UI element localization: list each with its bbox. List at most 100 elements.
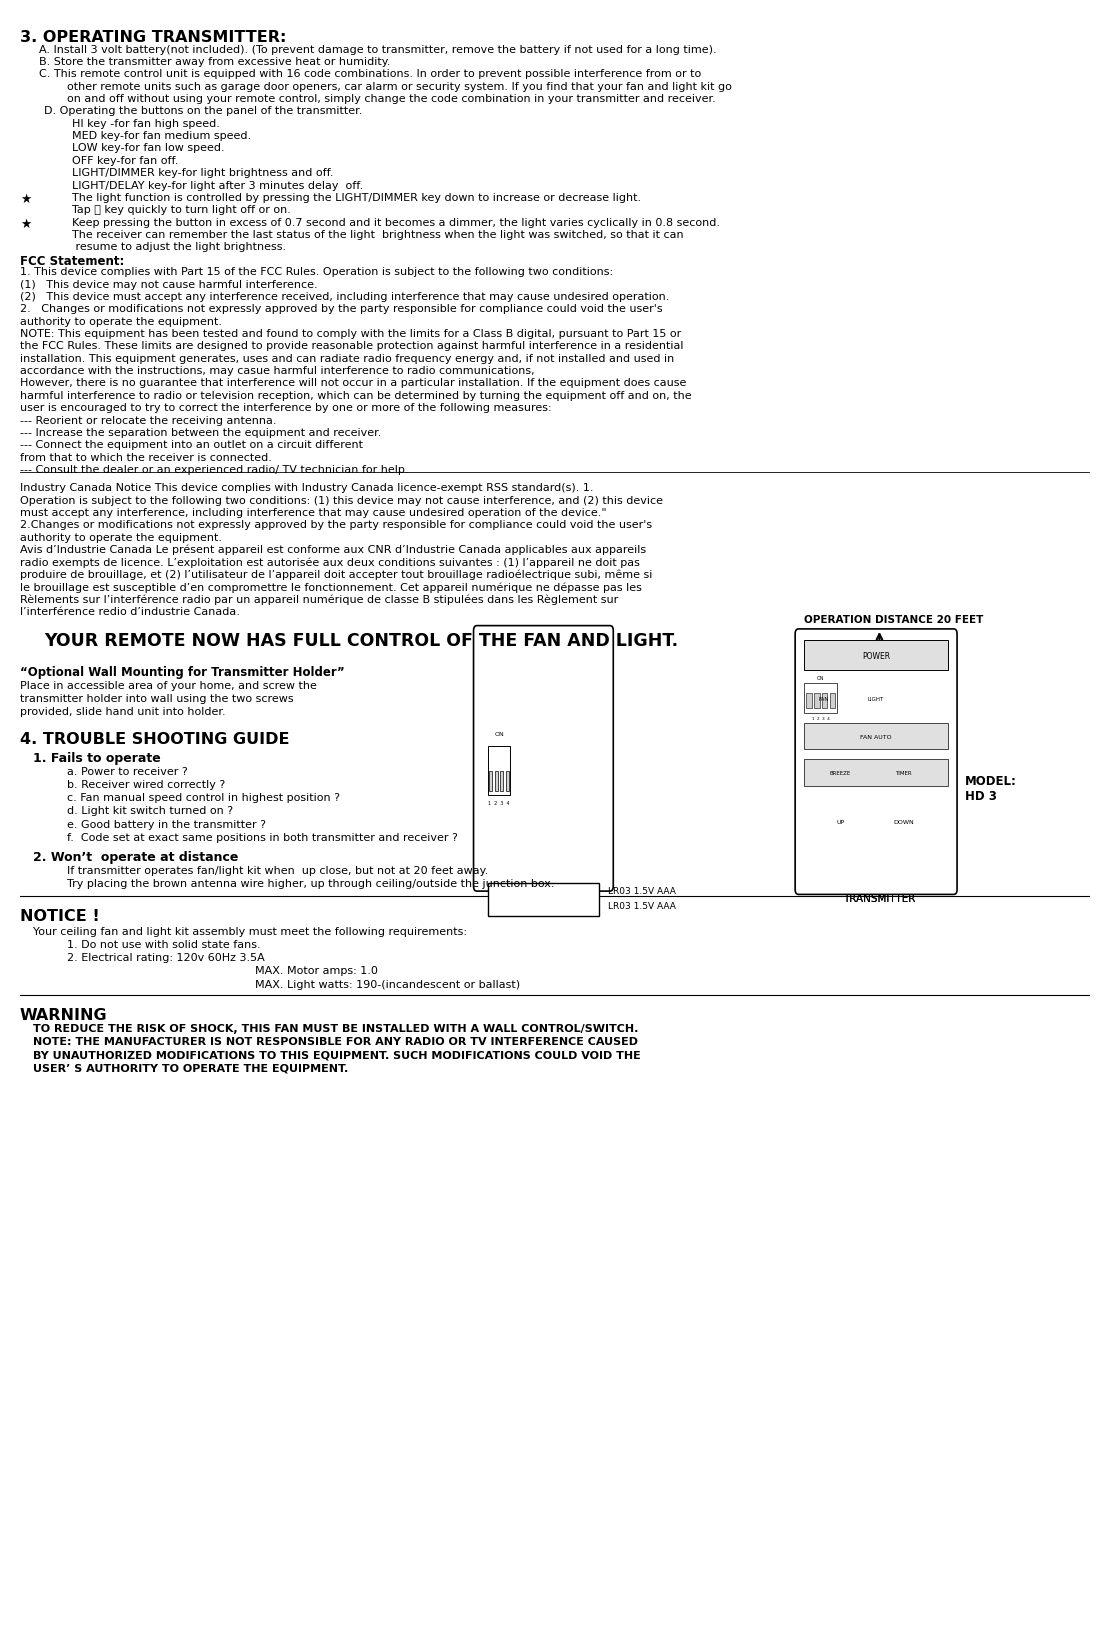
Text: f.  Code set at exact same positions in both transmitter and receiver ?: f. Code set at exact same positions in b…: [67, 832, 457, 842]
Bar: [495, 771, 498, 791]
Text: 2. Electrical rating: 120v 60Hz 3.5A: 2. Electrical rating: 120v 60Hz 3.5A: [67, 953, 264, 962]
Text: 2. Won’t  operate at distance: 2. Won’t operate at distance: [33, 850, 238, 864]
Bar: [806, 694, 812, 709]
Text: NOTE: THE MANUFACTURER IS NOT RESPONSIBLE FOR ANY RADIO OR TV INTERFERENCE CAUSE: NOTE: THE MANUFACTURER IS NOT RESPONSIBL…: [33, 1037, 639, 1046]
Text: TRANSMITTER: TRANSMITTER: [843, 893, 916, 903]
Text: Avis d’Industrie Canada Le présent appareil est conforme aux CNR d’Industrie Can: Avis d’Industrie Canada Le présent appar…: [20, 544, 647, 555]
Text: LOW key-for fan low speed.: LOW key-for fan low speed.: [72, 143, 225, 153]
Text: UP: UP: [836, 819, 845, 824]
Text: Keep pressing the button in excess of 0.7 second and it becomes a dimmer, the li: Keep pressing the button in excess of 0.…: [72, 218, 720, 227]
Text: 1  2  3  4: 1 2 3 4: [488, 801, 510, 806]
Text: b. Receiver wired correctly ?: b. Receiver wired correctly ?: [67, 780, 225, 789]
Text: HI key -for fan high speed.: HI key -for fan high speed.: [72, 119, 220, 129]
Text: 3. OPERATING TRANSMITTER:: 3. OPERATING TRANSMITTER:: [20, 30, 286, 44]
Text: MAX. Light watts: 190-(incandescent or ballast): MAX. Light watts: 190-(incandescent or b…: [255, 979, 520, 989]
Bar: [488, 883, 599, 916]
Text: Tap Ⓢ key quickly to turn light off or on.: Tap Ⓢ key quickly to turn light off or o…: [72, 204, 291, 216]
Text: ON: ON: [495, 732, 503, 737]
Text: If transmitter operates fan/light kit when  up close, but not at 20 feet away.: If transmitter operates fan/light kit wh…: [67, 865, 488, 875]
Text: --- Consult the dealer or an experienced radio/ TV technician for help.: --- Consult the dealer or an experienced…: [20, 465, 408, 475]
Text: 2.   Changes or modifications not expressly approved by the party responsible fo: 2. Changes or modifications not expressl…: [20, 303, 662, 315]
Text: ★: ★: [20, 193, 31, 206]
Text: DOWN: DOWN: [894, 819, 914, 824]
Text: “Optional Wall Mounting for Transmitter Holder”: “Optional Wall Mounting for Transmitter …: [20, 666, 345, 679]
Text: OPERATION DISTANCE 20 FEET: OPERATION DISTANCE 20 FEET: [804, 615, 984, 625]
Text: The receiver can remember the last status of the light  brightness when the ligh: The receiver can remember the last statu…: [72, 229, 684, 241]
Text: on and off without using your remote control, simply change the code combination: on and off without using your remote con…: [67, 94, 715, 104]
Text: C. This remote control unit is equipped with 16 code combinations. In order to p: C. This remote control unit is equipped …: [39, 69, 701, 79]
Bar: [804, 723, 948, 750]
Text: A. Install 3 volt battery(not included). (To prevent damage to transmitter, remo: A. Install 3 volt battery(not included).…: [39, 44, 716, 54]
Text: ON: ON: [817, 676, 824, 681]
Bar: [500, 771, 503, 791]
Text: d. Light kit switch turned on ?: d. Light kit switch turned on ?: [67, 806, 233, 816]
Text: c. Fan manual speed control in highest position ?: c. Fan manual speed control in highest p…: [67, 793, 339, 803]
Text: TIMER: TIMER: [896, 770, 912, 776]
Text: LIGHT: LIGHT: [868, 695, 884, 702]
Text: installation. This equipment generates, uses and can radiate radio frequency ene: installation. This equipment generates, …: [20, 353, 674, 364]
Text: accordance with the instructions, may casue harmful interference to radio commun: accordance with the instructions, may ca…: [20, 366, 535, 376]
Text: 4. TROUBLE SHOOTING GUIDE: 4. TROUBLE SHOOTING GUIDE: [20, 732, 289, 747]
Text: WARNING: WARNING: [20, 1007, 108, 1022]
Text: 1. Fails to operate: 1. Fails to operate: [33, 751, 161, 765]
Text: FCC Statement:: FCC Statement:: [20, 254, 124, 267]
Text: MED key-for fan medium speed.: MED key-for fan medium speed.: [72, 130, 252, 142]
Text: le brouillage est susceptible d’en compromettre le fonctionnement. Cet appareil : le brouillage est susceptible d’en compr…: [20, 582, 642, 592]
Text: Rèlements sur l’interférence radio par un appareil numérique de classe B stipulé: Rèlements sur l’interférence radio par u…: [20, 595, 618, 605]
Text: LIGHT/DELAY key-for light after 3 minutes delay  off.: LIGHT/DELAY key-for light after 3 minute…: [72, 181, 364, 191]
Text: produire de brouillage, et (2) l’utilisateur de l’appareil doit accepter tout br: produire de brouillage, et (2) l’utilisa…: [20, 569, 652, 580]
Text: other remote units such as garage door openers, car alarm or security system. If: other remote units such as garage door o…: [67, 81, 732, 92]
Text: Your ceiling fan and light kit assembly must meet the following requirements:: Your ceiling fan and light kit assembly …: [33, 926, 467, 936]
Bar: [804, 684, 837, 714]
Text: (2)   This device must accept any interference received, including interference : (2) This device must accept any interfer…: [20, 292, 670, 302]
Text: --- Reorient or relocate the receiving antenna.: --- Reorient or relocate the receiving a…: [20, 415, 276, 425]
Text: a. Power to receiver ?: a. Power to receiver ?: [67, 766, 187, 776]
Text: harmful interference to radio or television reception, which can be determined b: harmful interference to radio or televis…: [20, 391, 692, 400]
Text: from that to which the receiver is connected.: from that to which the receiver is conne…: [20, 452, 272, 463]
Text: MODEL:
HD 3: MODEL: HD 3: [965, 775, 1017, 803]
Bar: [488, 747, 510, 796]
Text: e. Good battery in the transmitter ?: e. Good battery in the transmitter ?: [67, 819, 265, 829]
Bar: [804, 641, 948, 671]
Bar: [814, 694, 820, 709]
Text: FAN AUTO: FAN AUTO: [861, 733, 892, 740]
Text: MAX. Motor amps: 1.0: MAX. Motor amps: 1.0: [255, 966, 378, 976]
Text: BY UNAUTHORIZED MODIFICATIONS TO THIS EQUIPMENT. SUCH MODIFICATIONS COULD VOID T: BY UNAUTHORIZED MODIFICATIONS TO THIS EQ…: [33, 1050, 641, 1060]
FancyBboxPatch shape: [474, 626, 613, 892]
Text: must accept any interference, including interference that may cause undesired op: must accept any interference, including …: [20, 508, 607, 517]
Text: Try placing the brown antenna wire higher, up through ceiling/outside the juncti: Try placing the brown antenna wire highe…: [67, 878, 554, 888]
Bar: [489, 771, 492, 791]
Text: However, there is no guarantee that interference will not occur in a particular : However, there is no guarantee that inte…: [20, 379, 686, 389]
Text: B. Store the transmitter away from excessive heat or humidity.: B. Store the transmitter away from exces…: [39, 56, 390, 68]
Text: authority to operate the equipment.: authority to operate the equipment.: [20, 532, 222, 542]
Text: LIGHT/DIMMER key-for light brightness and off.: LIGHT/DIMMER key-for light brightness an…: [72, 168, 334, 178]
Text: 1  2  3  4: 1 2 3 4: [812, 717, 830, 720]
Text: provided, slide hand unit into holder.: provided, slide hand unit into holder.: [20, 707, 225, 717]
Text: transmitter holder into wall using the two screws: transmitter holder into wall using the t…: [20, 694, 294, 704]
Text: authority to operate the equipment.: authority to operate the equipment.: [20, 316, 222, 326]
Bar: [506, 771, 509, 791]
Text: the FCC Rules. These limits are designed to provide reasonable protection agains: the FCC Rules. These limits are designed…: [20, 341, 683, 351]
Text: POWER: POWER: [862, 651, 891, 661]
Text: 2.Changes or modifications not expressly approved by the party responsible for c: 2.Changes or modifications not expressly…: [20, 519, 652, 531]
Text: --- Increase the separation between the equipment and receiver.: --- Increase the separation between the …: [20, 427, 381, 438]
Text: D. Operating the buttons on the panel of the transmitter.: D. Operating the buttons on the panel of…: [44, 105, 363, 117]
Text: --- Connect the equipment into an outlet on a circuit different: --- Connect the equipment into an outlet…: [20, 440, 363, 450]
Text: FAN: FAN: [818, 695, 830, 702]
Bar: [830, 694, 835, 709]
Bar: [804, 760, 948, 786]
Text: Operation is subject to the following two conditions: (1) this device may not ca: Operation is subject to the following tw…: [20, 494, 663, 506]
Text: 1. This device complies with Part 15 of the FCC Rules. Operation is subject to t: 1. This device complies with Part 15 of …: [20, 267, 613, 277]
Text: OFF key-for fan off.: OFF key-for fan off.: [72, 155, 179, 166]
Text: Place in accessible area of your home, and screw the: Place in accessible area of your home, a…: [20, 681, 317, 691]
Text: (1)   This device may not cause harmful interference.: (1) This device may not cause harmful in…: [20, 279, 317, 290]
Text: TRANSMITTER: TRANSMITTER: [843, 893, 916, 903]
Text: l’interférence redio d’industrie Canada.: l’interférence redio d’industrie Canada.: [20, 606, 240, 616]
Text: 1. Do not use with solid state fans.: 1. Do not use with solid state fans.: [67, 939, 261, 949]
Text: NOTE: This equipment has been tested and found to comply with the limits for a C: NOTE: This equipment has been tested and…: [20, 330, 681, 339]
Text: resume to adjust the light brightness.: resume to adjust the light brightness.: [72, 242, 286, 252]
Text: LR03 1.5V AAA: LR03 1.5V AAA: [608, 887, 675, 895]
Text: TO REDUCE THE RISK OF SHOCK, THIS FAN MUST BE INSTALLED WITH A WALL CONTROL/SWIT: TO REDUCE THE RISK OF SHOCK, THIS FAN MU…: [33, 1023, 639, 1033]
FancyBboxPatch shape: [795, 630, 957, 895]
Text: user is encouraged to try to correct the interference by one or more of the foll: user is encouraged to try to correct the…: [20, 402, 551, 414]
